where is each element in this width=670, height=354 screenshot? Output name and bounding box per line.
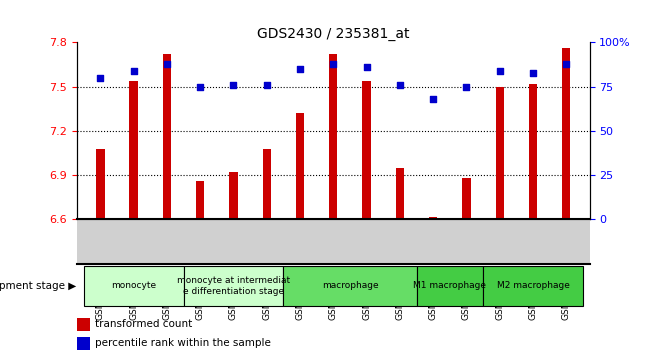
Text: transformed count: transformed count xyxy=(95,319,192,329)
Point xyxy=(361,64,372,70)
Bar xyxy=(396,168,404,219)
Text: macrophage: macrophage xyxy=(322,281,379,290)
Point xyxy=(328,61,339,67)
Bar xyxy=(329,54,338,219)
Title: GDS2430 / 235381_at: GDS2430 / 235381_at xyxy=(257,28,409,41)
Bar xyxy=(229,172,238,219)
Point xyxy=(161,61,172,67)
Point xyxy=(195,84,206,90)
Bar xyxy=(496,87,504,219)
Bar xyxy=(129,81,138,219)
Text: monocyte at intermediat
e differentiation stage: monocyte at intermediat e differentiatio… xyxy=(177,276,290,296)
Bar xyxy=(263,149,271,219)
Point xyxy=(295,66,306,72)
Text: monocyte: monocyte xyxy=(111,281,156,290)
Text: development stage ▶: development stage ▶ xyxy=(0,281,76,291)
Point xyxy=(261,82,272,88)
Bar xyxy=(529,84,537,219)
Point xyxy=(95,75,106,81)
Text: percentile rank within the sample: percentile rank within the sample xyxy=(95,338,271,348)
Text: M2 macrophage: M2 macrophage xyxy=(496,281,570,290)
FancyBboxPatch shape xyxy=(483,266,583,306)
Point xyxy=(461,84,472,90)
Point xyxy=(395,82,405,88)
Point xyxy=(494,68,505,74)
FancyBboxPatch shape xyxy=(184,266,283,306)
Bar xyxy=(296,113,304,219)
Point xyxy=(228,82,239,88)
Text: M1 macrophage: M1 macrophage xyxy=(413,281,486,290)
Bar xyxy=(163,54,171,219)
Bar xyxy=(96,149,105,219)
Point xyxy=(528,70,539,75)
FancyBboxPatch shape xyxy=(84,266,184,306)
Point xyxy=(561,61,572,67)
Point xyxy=(428,96,439,102)
Point xyxy=(128,68,139,74)
Bar xyxy=(562,48,570,219)
FancyBboxPatch shape xyxy=(417,266,483,306)
Bar xyxy=(362,81,371,219)
Bar xyxy=(196,181,204,219)
Bar xyxy=(77,318,90,331)
FancyBboxPatch shape xyxy=(283,266,417,306)
Bar xyxy=(429,217,438,219)
Bar xyxy=(77,337,90,350)
Bar xyxy=(462,178,470,219)
